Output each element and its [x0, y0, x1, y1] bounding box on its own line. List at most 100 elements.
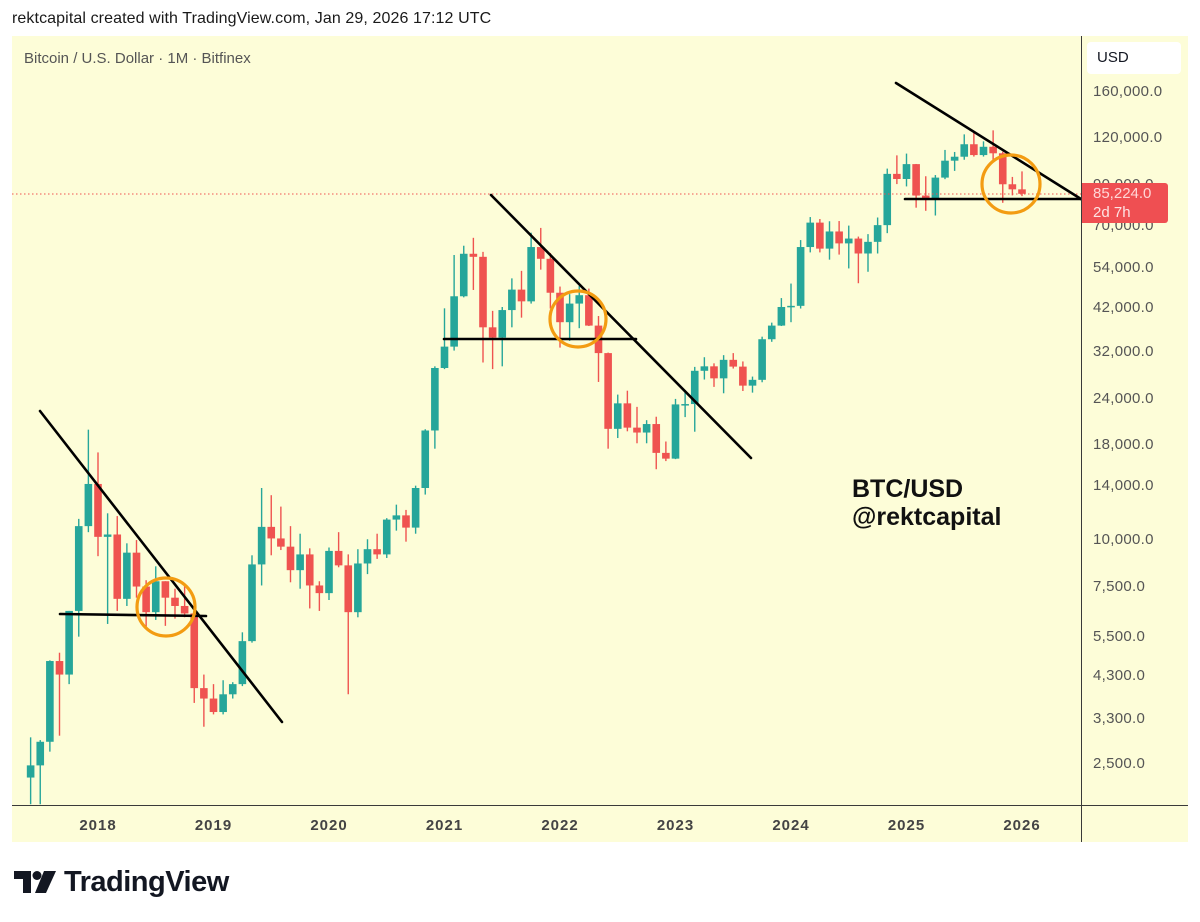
- candle-body[interactable]: [450, 296, 458, 347]
- candle-body[interactable]: [248, 564, 256, 642]
- candle-body[interactable]: [633, 427, 641, 433]
- candle-body[interactable]: [132, 552, 141, 587]
- candle-body[interactable]: [1008, 184, 1017, 190]
- candle-body[interactable]: [690, 370, 699, 405]
- candle-body[interactable]: [585, 295, 593, 326]
- chart-pane[interactable]: [12, 36, 1188, 842]
- candle-body[interactable]: [286, 546, 295, 571]
- candle-body[interactable]: [1018, 189, 1026, 194]
- candle-body[interactable]: [941, 160, 949, 178]
- candle-body[interactable]: [228, 684, 237, 695]
- candle-body[interactable]: [662, 452, 670, 459]
- candle-body[interactable]: [902, 164, 911, 179]
- candle-body[interactable]: [488, 327, 497, 338]
- candle-body[interactable]: [171, 597, 179, 606]
- candle-body[interactable]: [844, 238, 853, 244]
- candle-body[interactable]: [325, 550, 333, 594]
- candle-body[interactable]: [970, 144, 978, 156]
- candle-body[interactable]: [960, 144, 969, 157]
- candle-body[interactable]: [950, 156, 959, 161]
- candle-body[interactable]: [440, 346, 449, 368]
- candle-body[interactable]: [700, 366, 709, 371]
- candle-body[interactable]: [719, 359, 728, 379]
- candle-body[interactable]: [113, 534, 122, 599]
- candle-body[interactable]: [190, 613, 199, 689]
- candle-body[interactable]: [382, 519, 391, 555]
- candle-body[interactable]: [835, 231, 843, 244]
- candle-body[interactable]: [65, 610, 73, 675]
- candle-body[interactable]: [363, 549, 372, 564]
- candle-body[interactable]: [854, 238, 863, 254]
- candle-body[interactable]: [94, 483, 102, 537]
- candle-body[interactable]: [36, 741, 45, 766]
- candle-body[interactable]: [142, 586, 150, 613]
- candle-body[interactable]: [893, 173, 901, 179]
- candle-body[interactable]: [739, 366, 747, 386]
- candle-body[interactable]: [161, 581, 170, 598]
- candle-body[interactable]: [238, 641, 247, 685]
- candle-body[interactable]: [652, 424, 661, 453]
- candle-body[interactable]: [989, 146, 997, 154]
- candle-body[interactable]: [277, 538, 285, 547]
- candle-body[interactable]: [498, 310, 507, 338]
- candle-body[interactable]: [748, 379, 757, 386]
- candle-body[interactable]: [151, 581, 160, 613]
- candle-body[interactable]: [315, 585, 324, 594]
- candle-body[interactable]: [55, 661, 64, 675]
- candle-body[interactable]: [979, 146, 988, 156]
- candle-body[interactable]: [180, 605, 189, 614]
- candle-body[interactable]: [623, 403, 632, 428]
- candle-body[interactable]: [305, 554, 314, 586]
- candle-body[interactable]: [74, 526, 83, 611]
- candle-body[interactable]: [469, 253, 478, 257]
- candle-body[interactable]: [825, 231, 834, 249]
- currency-button[interactable]: USD: [1087, 42, 1181, 74]
- candle-body[interactable]: [613, 403, 622, 429]
- candle-body[interactable]: [354, 563, 362, 613]
- candle-body[interactable]: [565, 303, 574, 323]
- candle-body[interactable]: [84, 483, 93, 527]
- candle-body[interactable]: [411, 488, 420, 528]
- candle-body[interactable]: [479, 256, 487, 328]
- candle-body[interactable]: [604, 353, 612, 429]
- candle-body[interactable]: [209, 698, 218, 713]
- candle-body[interactable]: [767, 325, 776, 340]
- candle-body[interactable]: [681, 404, 689, 406]
- candle-body[interactable]: [575, 295, 584, 304]
- candle-body[interactable]: [200, 688, 208, 699]
- candle-body[interactable]: [758, 339, 766, 380]
- candle-body[interactable]: [219, 694, 227, 713]
- candle-body[interactable]: [508, 289, 516, 311]
- candle-body[interactable]: [527, 247, 535, 302]
- candle-body[interactable]: [873, 225, 882, 242]
- candle-body[interactable]: [710, 366, 718, 379]
- candle-body[interactable]: [556, 292, 564, 323]
- candle-body[interactable]: [671, 404, 680, 459]
- price-axis[interactable]: [1081, 36, 1188, 842]
- candle-body[interactable]: [931, 177, 940, 200]
- candle-body[interactable]: [123, 552, 131, 599]
- candle-body[interactable]: [787, 305, 795, 308]
- candle-body[interactable]: [402, 515, 410, 528]
- candle-body[interactable]: [392, 515, 401, 520]
- candle-body[interactable]: [806, 222, 815, 248]
- candle-body[interactable]: [296, 554, 304, 571]
- candle-body[interactable]: [777, 306, 786, 326]
- candle-body[interactable]: [883, 173, 892, 226]
- candle-body[interactable]: [373, 549, 381, 555]
- candle-body[interactable]: [267, 526, 276, 539]
- candle-body[interactable]: [26, 765, 35, 778]
- candle-body[interactable]: [912, 164, 920, 196]
- candle-body[interactable]: [729, 359, 738, 367]
- candle-body[interactable]: [431, 367, 439, 431]
- candle-body[interactable]: [796, 247, 805, 306]
- candle-body[interactable]: [864, 241, 872, 254]
- candle-body[interactable]: [344, 565, 353, 613]
- candle-body[interactable]: [998, 153, 1007, 185]
- tradingview-logo[interactable]: TradingView: [14, 866, 229, 898]
- candle-body[interactable]: [103, 534, 112, 537]
- candle-body[interactable]: [517, 289, 526, 302]
- candle-body[interactable]: [816, 222, 824, 249]
- candle-body[interactable]: [334, 550, 343, 566]
